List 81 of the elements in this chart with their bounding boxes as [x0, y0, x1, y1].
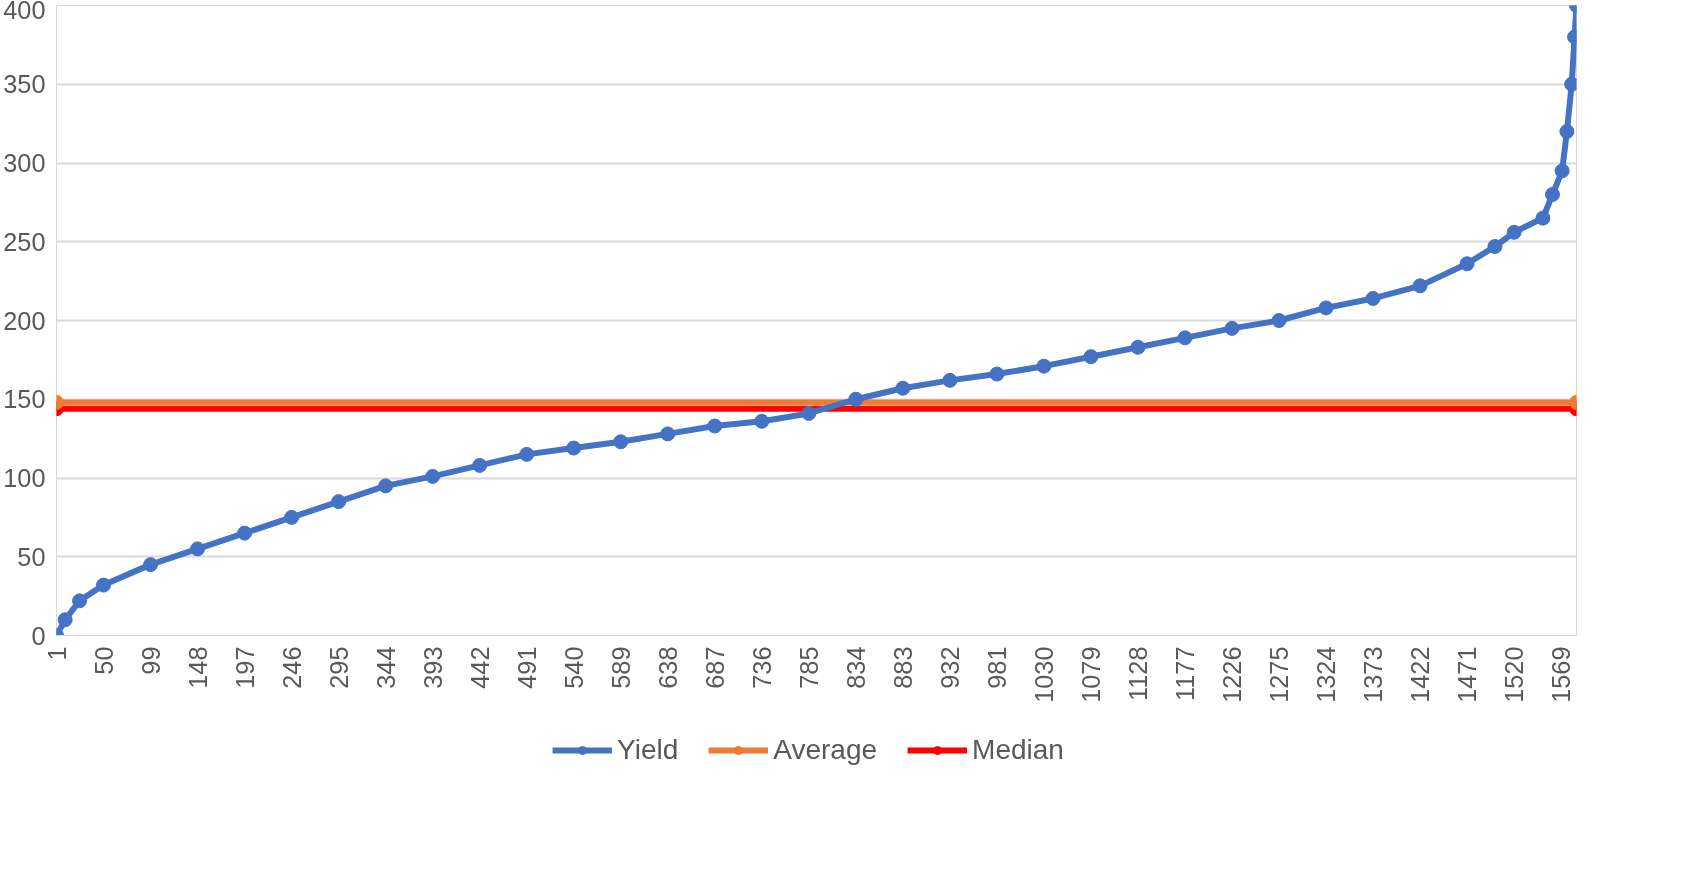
point: [1271, 313, 1287, 328]
point: [237, 525, 253, 541]
x-tick-label: 393: [418, 646, 447, 689]
point: [378, 478, 394, 494]
x-tick-label: 981: [982, 646, 1011, 689]
point: [1506, 224, 1522, 240]
point: [96, 577, 112, 593]
point: [57, 612, 73, 628]
point: [1365, 290, 1381, 306]
point: [660, 426, 676, 442]
x-tick-label: 1226: [1218, 646, 1247, 703]
point: [1177, 330, 1193, 346]
x-tick-label: 1569: [1547, 646, 1576, 703]
y-tick-label: 400: [3, 0, 46, 24]
x-tick-label: 1030: [1029, 646, 1058, 703]
x-tick-label: 883: [888, 646, 917, 689]
y-tick-label: 350: [3, 70, 46, 99]
point: [1559, 124, 1575, 139]
x-tick-label: 1275: [1265, 646, 1294, 703]
point: [566, 440, 582, 456]
point: [1487, 238, 1503, 254]
x-tick-label: 295: [324, 646, 353, 689]
point: [1554, 163, 1570, 179]
y-tick-label: 200: [3, 306, 46, 335]
y-tick-label: 100: [3, 464, 46, 492]
x-tick-label: 1520: [1500, 646, 1529, 703]
point: [1412, 278, 1428, 294]
x-tick-label: 344: [371, 646, 400, 689]
point: [801, 405, 817, 421]
legend-label: Median: [972, 734, 1064, 766]
point: [425, 468, 441, 484]
x-tick-label: 246: [277, 646, 306, 689]
point: [1130, 339, 1146, 355]
x-tick-label: 442: [465, 646, 494, 689]
x-tick-label: 589: [606, 646, 635, 689]
point: [1545, 187, 1561, 202]
point: [613, 434, 629, 450]
point: [942, 372, 958, 388]
x-tick-label: 99: [136, 646, 165, 675]
point: [331, 494, 347, 510]
point: [72, 593, 88, 609]
legend-label: Yield: [617, 734, 679, 766]
point: [1083, 349, 1099, 365]
y-tick-label: 300: [3, 149, 46, 177]
x-tick-label: 932: [935, 646, 964, 689]
x-tick-label: 687: [700, 646, 729, 689]
x-tick-label: 197: [230, 646, 259, 689]
point: [1036, 358, 1052, 374]
point: [190, 541, 206, 557]
y-tick-label: 50: [17, 542, 46, 571]
x-tick-label: 1079: [1076, 646, 1105, 703]
point: [1224, 320, 1240, 336]
x-tick-label: 50: [89, 646, 118, 675]
x-tick-label: 1324: [1312, 646, 1341, 703]
x-tick-label: 785: [794, 646, 823, 689]
legend-label: Average: [773, 734, 878, 766]
point: [895, 380, 911, 396]
x-tick-label: 1471: [1453, 646, 1482, 703]
x-tick-label: 491: [512, 646, 541, 689]
point: [754, 413, 770, 429]
point: [472, 457, 488, 473]
point: [1459, 256, 1475, 272]
point: [1535, 210, 1551, 226]
x-tick-label: 1373: [1359, 646, 1388, 703]
y-tick-label: 150: [3, 385, 46, 414]
point: [519, 446, 535, 462]
x-tick-label: 1128: [1123, 646, 1152, 701]
x-tick-label: 1177: [1170, 646, 1199, 701]
point: [707, 418, 723, 434]
x-tick-label: 736: [747, 646, 776, 689]
point: [284, 509, 300, 525]
point: [848, 391, 864, 407]
x-tick-label: 148: [183, 646, 212, 689]
point: [1318, 300, 1334, 316]
x-tick-label: 540: [559, 646, 588, 689]
point: [143, 557, 159, 573]
x-tick-label: 638: [653, 646, 682, 689]
y-tick-label: 250: [3, 227, 46, 256]
point: [989, 366, 1005, 382]
x-tick-label: 834: [841, 646, 870, 689]
x-tick-label: 1422: [1406, 646, 1435, 703]
